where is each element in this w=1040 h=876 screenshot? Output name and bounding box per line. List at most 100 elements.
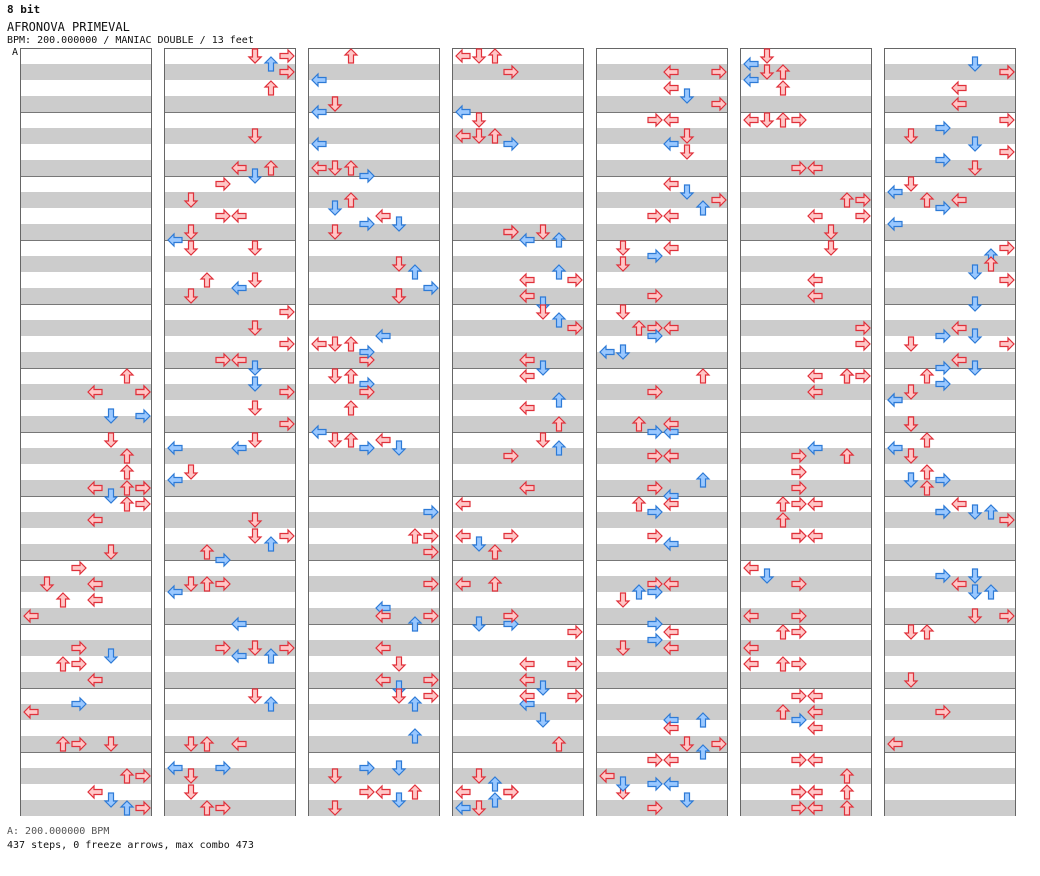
step-arrow-up [839,192,855,208]
step-arrow-right [279,528,295,544]
step-arrow-up [551,440,567,456]
beat-stripe [165,192,295,208]
step-arrow-down [103,488,119,504]
beat-stripe [741,288,871,304]
step-arrow-up [631,320,647,336]
step-arrow-up [119,480,135,496]
step-arrow-down [759,112,775,128]
step-arrow-up [343,192,359,208]
step-arrow-left [519,368,535,384]
step-arrow-right [647,248,663,264]
step-arrow-up [695,200,711,216]
step-arrow-up [199,272,215,288]
step-arrow-down [679,736,695,752]
step-arrow-right [855,320,871,336]
step-arrow-left [807,704,823,720]
step-arrow-up [407,264,423,280]
beat-stripe [885,96,1015,112]
step-arrow-down [759,568,775,584]
step-arrow-down [535,360,551,376]
step-arrow-down [183,240,199,256]
beat-stripe [309,192,439,208]
measure-line [21,368,151,369]
step-arrow-right [503,528,519,544]
step-arrow-up [695,368,711,384]
step-arrow-up [119,464,135,480]
step-arrow-up [487,776,503,792]
beat-stripe [453,352,583,368]
measure-line [741,240,871,241]
step-arrow-left [311,160,327,176]
chart-column [452,48,584,816]
step-arrow-up [775,496,791,512]
step-arrow-up [919,464,935,480]
measure-line [885,240,1015,241]
step-arrow-down [535,712,551,728]
step-arrow-left [231,160,247,176]
step-arrow-right [647,208,663,224]
step-arrow-up [551,264,567,280]
step-arrow-right [791,160,807,176]
beat-stripe [741,768,871,784]
beat-stripe [597,416,727,432]
step-arrow-down [967,608,983,624]
beat-stripe [165,416,295,432]
step-arrow-down [247,400,263,416]
step-arrow-up [551,392,567,408]
step-arrow-left [807,720,823,736]
step-arrow-left [951,320,967,336]
step-arrow-down [103,648,119,664]
step-arrow-up [839,784,855,800]
beat-stripe [21,128,151,144]
beat-stripe [309,800,439,816]
beat-stripe [21,480,151,496]
measure-line [21,624,151,625]
step-arrow-down [823,240,839,256]
step-arrow-left [455,576,471,592]
step-arrow-right [855,208,871,224]
step-arrow-up [551,736,567,752]
step-arrow-up [55,736,71,752]
step-arrow-down [391,440,407,456]
step-arrow-down [247,240,263,256]
step-arrow-down [967,504,983,520]
measure-line [741,752,871,753]
beat-stripe [21,288,151,304]
measure-line [165,240,295,241]
beat-stripe [741,512,871,528]
measure-line [597,112,727,113]
beat-stripe [741,64,871,80]
step-arrow-right [999,272,1015,288]
beat-stripe [165,320,295,336]
step-arrow-right [71,640,87,656]
step-arrow-right [711,736,727,752]
beat-stripe [21,192,151,208]
step-arrow-up [343,400,359,416]
beat-stripe [21,416,151,432]
step-arrow-down [903,448,919,464]
step-arrow-up [343,160,359,176]
step-arrow-right [71,656,87,672]
step-arrow-left [663,136,679,152]
step-arrow-left [951,576,967,592]
beat-stripe [165,160,295,176]
step-arrow-left [519,288,535,304]
beat-stripe [741,352,871,368]
measure-line [165,176,295,177]
step-arrow-left [375,432,391,448]
beat-stripe [165,64,295,80]
step-arrow-left [663,112,679,128]
beat-stripe [741,544,871,560]
step-arrow-up [919,368,935,384]
step-arrow-right [503,784,519,800]
step-arrow-down [967,264,983,280]
step-arrow-right [791,656,807,672]
step-arrow-down [903,384,919,400]
step-arrow-left [455,800,471,816]
step-arrow-right [279,64,295,80]
measure-line [597,304,727,305]
beat-stripe [885,640,1015,656]
beat-stripe [165,544,295,560]
beat-stripe [597,192,727,208]
beat-stripe [309,416,439,432]
